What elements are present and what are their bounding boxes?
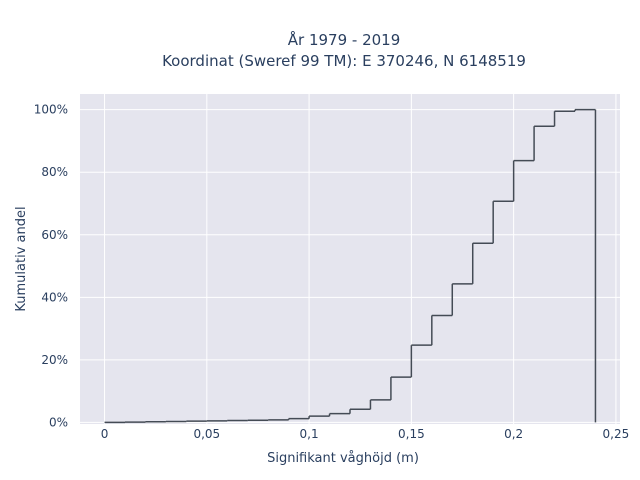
- grid-lines: [80, 94, 620, 424]
- chart-title-line2: Koordinat (Sweref 99 TM): E 370246, N 61…: [162, 52, 526, 70]
- y-tick-label: 60%: [41, 228, 68, 242]
- x-tick-label: 0: [101, 427, 109, 441]
- x-tick-label: 0,05: [193, 427, 220, 441]
- x-tick-label: 0,15: [398, 427, 425, 441]
- x-tick-label: 0,25: [603, 427, 630, 441]
- x-tick-label: 0,1: [300, 427, 319, 441]
- y-tick-label: 0%: [49, 415, 68, 429]
- plot-area: [80, 94, 620, 424]
- y-axis-title: Kumulativ andel: [14, 206, 29, 311]
- y-tick-label: 80%: [41, 165, 68, 179]
- x-axis-title: Signifikant våghöjd (m): [267, 451, 419, 466]
- y-tick-label: 40%: [41, 290, 68, 304]
- y-tick-label: 20%: [41, 353, 68, 367]
- y-tick-label: 100%: [34, 103, 68, 117]
- chart-title-line1: År 1979 - 2019: [288, 30, 401, 49]
- axis-ticks: 0 0,05 0,1 0,15 0,2 0,25 0% 20% 40% 60% 80% 100%: [34, 103, 630, 441]
- x-tick-label: 0,2: [504, 427, 523, 441]
- series-cumulative: [104, 108, 597, 424]
